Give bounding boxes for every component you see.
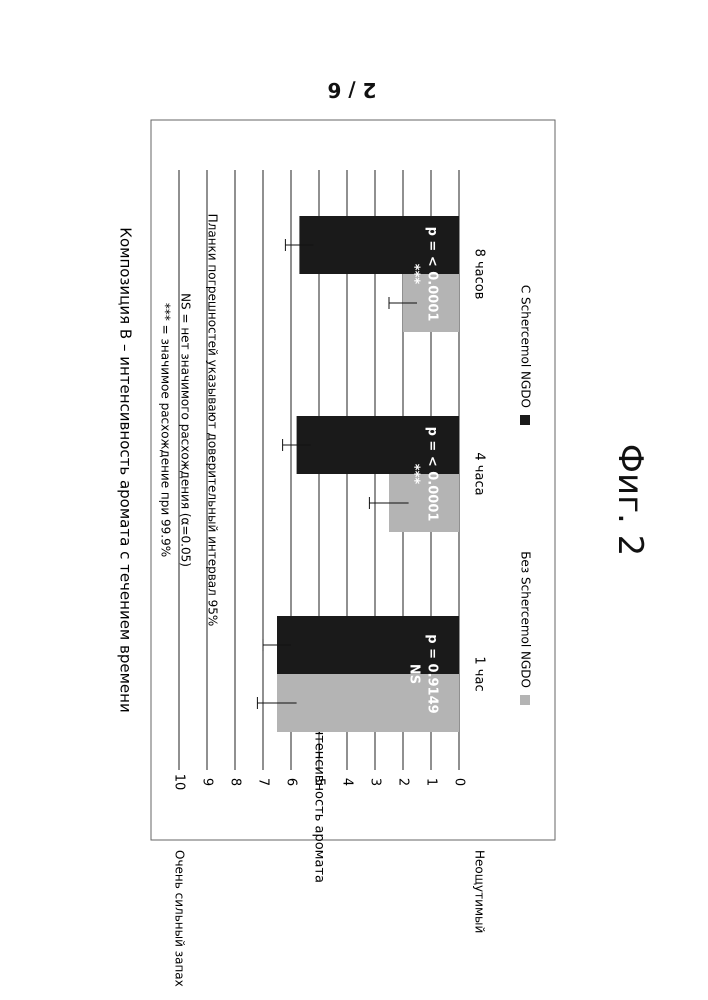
y-tick-label: 3 xyxy=(368,778,383,786)
y-axis-top-label: Очень сильный запах xyxy=(173,850,187,987)
y-tick-label: 4 xyxy=(340,778,355,786)
legend-swatch xyxy=(520,695,530,705)
legend-swatch xyxy=(520,415,530,425)
x-tick-label: 8 часов xyxy=(472,249,487,300)
y-axis-title: Интенсивность аромата xyxy=(312,717,327,883)
x-tick-label: 1 час xyxy=(472,656,487,691)
significance-label: NS xyxy=(407,664,422,684)
y-tick-label: 2 xyxy=(396,778,411,786)
y-axis-bottom-label: Неощутимый xyxy=(473,850,487,933)
y-tick-label: 10 xyxy=(172,774,187,791)
p-value-label: p = 0.9149 xyxy=(425,634,440,713)
p-value-label: p = < 0.0001 xyxy=(425,227,440,322)
legend-label: С Schercemol NGDO xyxy=(519,285,533,408)
y-tick-label: 1 xyxy=(424,778,439,786)
y-tick-label: 7 xyxy=(256,778,271,786)
y-tick-label: 8 xyxy=(228,778,243,786)
chart-note: *** = значимое расхождение при 99.9% xyxy=(159,303,173,557)
x-tick-label: 4 часа xyxy=(472,452,487,495)
chart-title: Композиция В – интенсивность аромата с т… xyxy=(117,227,135,712)
p-value-label: p = < 0.0001 xyxy=(425,427,440,522)
chart-note: NS = нет значимого расхождения (α=0.05) xyxy=(179,293,193,567)
y-tick-label: 9 xyxy=(200,778,215,786)
chart-note: Планки погрешностей указывают доверитель… xyxy=(206,214,220,627)
significance-label: *** xyxy=(407,264,422,285)
y-tick-label: 6 xyxy=(284,778,299,786)
figure-caption-box: Фиг. 2 xyxy=(560,470,700,530)
y-tick-label: 0 xyxy=(452,778,467,786)
legend-label: Без Schercemol NGDO xyxy=(519,551,533,688)
figure-caption: Фиг. 2 xyxy=(600,430,660,570)
significance-label: *** xyxy=(407,464,422,485)
